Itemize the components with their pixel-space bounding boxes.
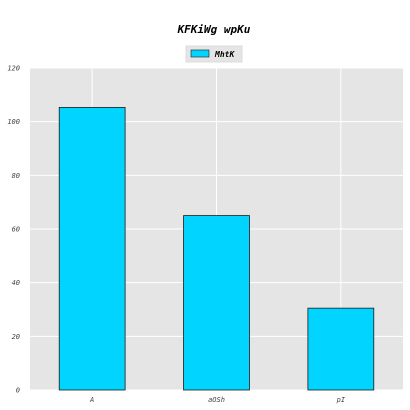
y-axis-ticks: 0 20 40 60 80 100 120: [7, 65, 20, 395]
y-tick-label: 80: [12, 172, 20, 180]
x-tick-label: aOSh: [208, 396, 225, 404]
y-tick-label: 40: [12, 279, 20, 287]
legend-label: MhtK: [214, 50, 235, 59]
y-tick-label: 60: [12, 226, 20, 234]
bars-group: [58, 107, 375, 391]
y-tick-label: 20: [12, 333, 20, 341]
y-tick-label: 100: [7, 118, 20, 126]
legend-swatch: [190, 49, 210, 58]
y-tick-label: 0: [16, 387, 20, 395]
bar-aOSh: [183, 215, 250, 391]
y-tick-label: 120: [7, 65, 20, 73]
bar-A: [58, 107, 126, 391]
x-tick-label: A: [89, 396, 94, 404]
legend: MhtK: [185, 45, 243, 63]
x-tick-label: pI: [337, 396, 346, 404]
bar-pI: [307, 307, 375, 391]
chart-title: KFKiWg wpKu: [177, 23, 251, 36]
